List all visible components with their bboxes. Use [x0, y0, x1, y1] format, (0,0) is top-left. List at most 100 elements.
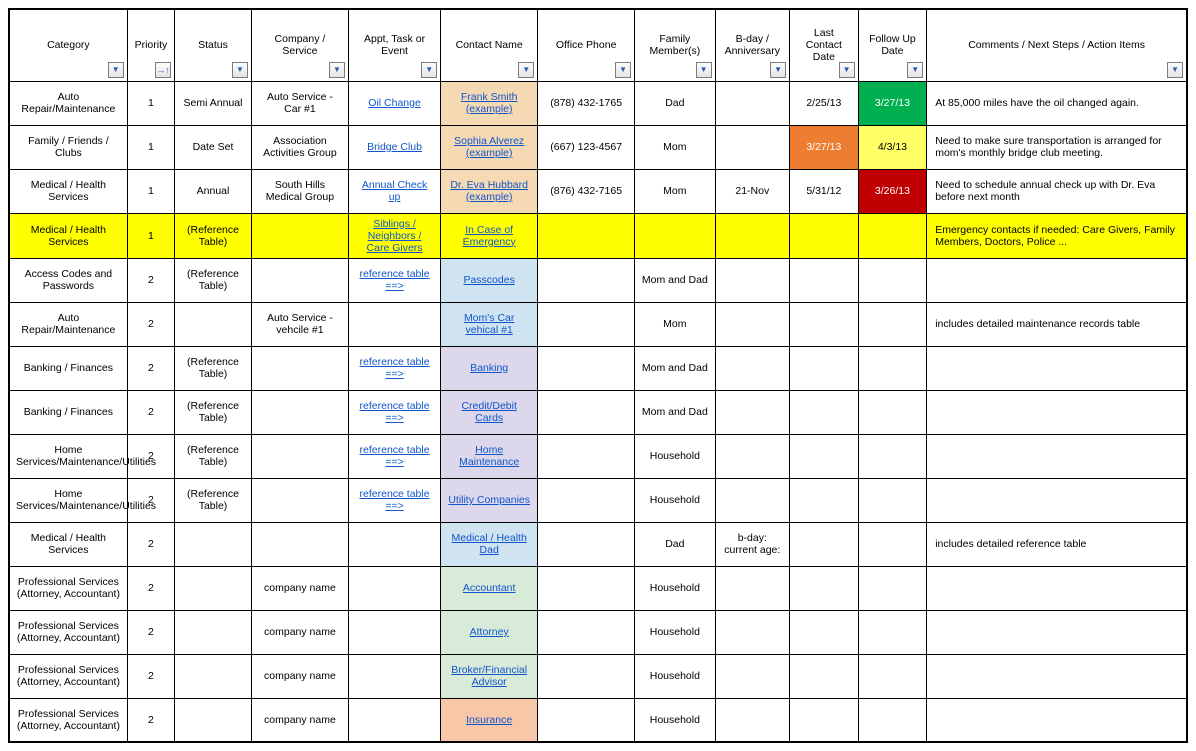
cell-last-contact: [790, 390, 859, 434]
cell-contact-text[interactable]: Banking: [470, 362, 508, 374]
cell-contact-text[interactable]: Insurance: [466, 714, 512, 726]
cell-contact-text[interactable]: Credit/Debit Cards: [461, 400, 516, 424]
filter-dropdown-icon[interactable]: ▼: [907, 62, 923, 78]
header-label: Family Member(s): [641, 33, 708, 57]
cell-priority: 2: [127, 478, 174, 522]
cell-comments: [927, 390, 1187, 434]
cell-appt: Bridge Club: [348, 125, 440, 169]
column-header: Category▼: [9, 9, 127, 81]
cell-status-text: Date Set: [193, 141, 234, 153]
cell-contact-text[interactable]: Frank Smith (example): [461, 91, 518, 115]
cell-appt-text[interactable]: reference table ==>: [360, 400, 430, 424]
cell-appt-text[interactable]: reference table ==>: [360, 488, 430, 512]
cell-priority: 1: [127, 125, 174, 169]
cell-contact-text[interactable]: Home Maintenance: [459, 444, 519, 468]
cell-priority: 2: [127, 434, 174, 478]
cell-contact-text[interactable]: Dr. Eva Hubbard (example): [450, 179, 528, 203]
cell-contact-text[interactable]: Attorney: [470, 626, 509, 638]
cell-company: [251, 434, 348, 478]
cell-status: (Reference Table): [175, 258, 252, 302]
cell-priority: 2: [127, 522, 174, 566]
cell-priority-text: 2: [148, 494, 154, 506]
cell-company-text: company name: [264, 626, 336, 638]
cell-contact: Broker/Financial Advisor: [441, 654, 538, 698]
cell-appt-text[interactable]: reference table ==>: [360, 444, 430, 468]
cell-contact-text[interactable]: Broker/Financial Advisor: [451, 664, 527, 688]
column-header: Comments / Next Steps / Action Items▼: [927, 9, 1187, 81]
filter-dropdown-icon[interactable]: ▼: [421, 62, 437, 78]
cell-priority-text: 2: [148, 362, 154, 374]
cell-family-member-text: Mom: [663, 185, 686, 197]
header-label: Office Phone: [544, 39, 628, 51]
cell-comments: [927, 434, 1187, 478]
table-row: Medical / Health Services2Medical / Heal…: [9, 522, 1187, 566]
sort-asc-icon[interactable]: →↑: [155, 62, 171, 78]
cell-contact: Passcodes: [441, 258, 538, 302]
cell-contact: In Case of Emergency: [441, 213, 538, 258]
cell-appt-text[interactable]: Siblings / Neighbors / Care Givers: [367, 218, 423, 254]
cell-last-contact: 3/27/13: [790, 125, 859, 169]
filter-dropdown-icon[interactable]: ▼: [329, 62, 345, 78]
cell-contact: Utility Companies: [441, 478, 538, 522]
cell-priority: 2: [127, 346, 174, 390]
cell-comments-text: Emergency contacts if needed: Care Giver…: [935, 224, 1175, 248]
filter-dropdown-icon[interactable]: ▼: [518, 62, 534, 78]
table-row: Professional Services (Attorney, Account…: [9, 698, 1187, 742]
cell-company: [251, 258, 348, 302]
cell-appt: [348, 302, 440, 346]
filter-dropdown-icon[interactable]: ▼: [108, 62, 124, 78]
cell-priority: 1: [127, 81, 174, 125]
cell-comments-text: Need to schedule annual check up with Dr…: [935, 179, 1155, 203]
cell-follow-up: 3/27/13: [858, 81, 927, 125]
cell-last-contact: [790, 610, 859, 654]
cell-contact-text[interactable]: Accountant: [463, 582, 516, 594]
cell-company: Association Activities Group: [251, 125, 348, 169]
cell-office-phone: (876) 432-7165: [538, 169, 635, 213]
cell-priority-text: 2: [148, 274, 154, 286]
cell-contact-text[interactable]: Passcodes: [463, 274, 514, 286]
cell-appt-text[interactable]: Oil Change: [368, 97, 421, 109]
cell-priority: 1: [127, 213, 174, 258]
cell-bday: [715, 302, 790, 346]
cell-contact-text[interactable]: Medical / Health Dad: [452, 532, 527, 556]
cell-appt-text[interactable]: reference table ==>: [360, 268, 430, 292]
cell-comments: [927, 698, 1187, 742]
cell-category-text: Medical / Health Services: [31, 224, 106, 248]
cell-follow-up: [858, 213, 927, 258]
cell-category: Professional Services (Attorney, Account…: [9, 698, 127, 742]
cell-status: Semi Annual: [175, 81, 252, 125]
cell-appt-text[interactable]: Annual Check up: [362, 179, 427, 203]
cell-category-text: Access Codes and Passwords: [25, 268, 113, 292]
filter-dropdown-icon[interactable]: ▼: [232, 62, 248, 78]
cell-office-phone: [538, 610, 635, 654]
filter-dropdown-icon[interactable]: ▼: [1167, 62, 1183, 78]
filter-dropdown-icon[interactable]: ▼: [615, 62, 631, 78]
cell-follow-up-text: 4/3/13: [878, 141, 907, 153]
cell-appt-text[interactable]: Bridge Club: [367, 141, 422, 153]
cell-contact: Accountant: [441, 566, 538, 610]
cell-family-member-text: Dad: [665, 538, 684, 550]
cell-company: [251, 478, 348, 522]
cell-contact-text[interactable]: In Case of Emergency: [463, 224, 516, 248]
cell-contact-text[interactable]: Sophia Alverez (example): [454, 135, 524, 159]
cell-contact: Credit/Debit Cards: [441, 390, 538, 434]
cell-contact-text[interactable]: Utility Companies: [448, 494, 530, 506]
filter-dropdown-icon[interactable]: ▼: [770, 62, 786, 78]
cell-priority-text: 1: [148, 97, 154, 109]
cell-last-contact: 2/25/13: [790, 81, 859, 125]
cell-contact: Banking: [441, 346, 538, 390]
cell-status: (Reference Table): [175, 390, 252, 434]
cell-contact-text[interactable]: Mom's Car vehical #1: [464, 312, 514, 336]
cell-family-member-text: Mom: [663, 141, 686, 153]
cell-appt: Siblings / Neighbors / Care Givers: [348, 213, 440, 258]
cell-category-text: Professional Services (Attorney, Account…: [17, 708, 120, 732]
cell-last-contact: [790, 302, 859, 346]
cell-family-member: Household: [635, 654, 715, 698]
cell-appt-text[interactable]: reference table ==>: [360, 356, 430, 380]
cell-company-text: Auto Service - Car #1: [267, 91, 333, 115]
cell-category: Auto Repair/Maintenance: [9, 302, 127, 346]
filter-dropdown-icon[interactable]: ▼: [696, 62, 712, 78]
cell-appt: reference table ==>: [348, 478, 440, 522]
filter-dropdown-icon[interactable]: ▼: [839, 62, 855, 78]
cell-status: [175, 566, 252, 610]
